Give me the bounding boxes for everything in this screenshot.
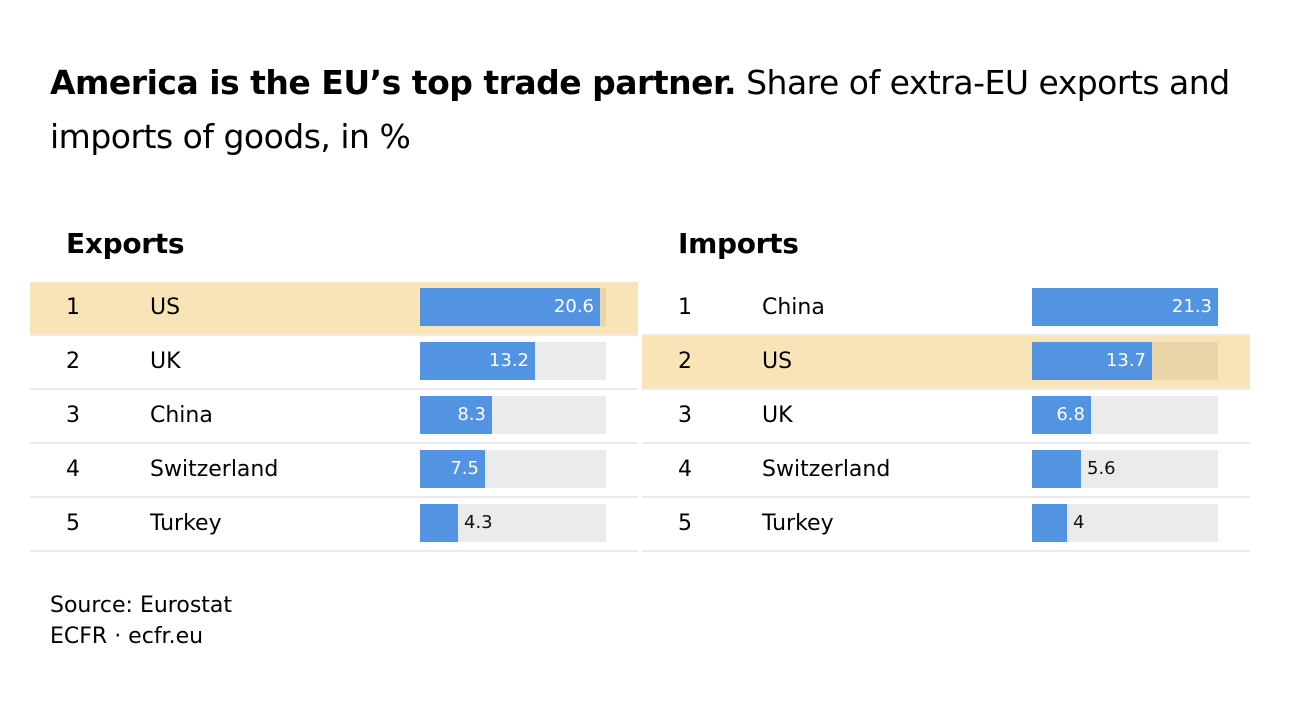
table-row: 5 Turkey 4 <box>642 498 1250 552</box>
rank: 4 <box>678 457 692 482</box>
table-row: 3 UK 6.8 <box>642 390 1250 444</box>
country-name: US <box>150 295 181 320</box>
imports-table: 1 China 21.3 2 US 13.7 3 UK 6.8 4 Switzerland 5.6 5 T… <box>642 282 1250 552</box>
bar-track: 13.2 <box>420 342 606 380</box>
value-bar <box>420 342 535 380</box>
value-bar <box>1032 396 1091 434</box>
value-bar <box>1032 288 1218 326</box>
country-name: China <box>762 295 825 320</box>
value-bar <box>1032 450 1081 488</box>
country-name: Turkey <box>762 511 834 536</box>
table-row: 5 Turkey 4.3 <box>30 498 638 552</box>
country-name: Switzerland <box>150 457 279 482</box>
rank: 1 <box>678 295 692 320</box>
value-label: 13.2 <box>488 350 529 371</box>
exports-panel: Exports 1 US 20.6 2 UK 13.2 3 China 8.3 4 Switzerl… <box>30 222 638 552</box>
rank: 3 <box>678 403 692 428</box>
credit-note: ECFR · ecfr.eu <box>50 624 204 649</box>
bar-track: 5.6 <box>1032 450 1218 488</box>
rank: 5 <box>66 511 80 536</box>
value-bar <box>1032 342 1152 380</box>
source-note: Source: Eurostat <box>50 593 233 618</box>
country-name: UK <box>150 349 181 374</box>
rank: 1 <box>66 295 80 320</box>
bar-track: 4 <box>1032 504 1218 542</box>
value-bar <box>420 288 600 326</box>
exports-table: 1 US 20.6 2 UK 13.2 3 China 8.3 4 Switzerland 7.5 5 T… <box>30 282 638 552</box>
country-name: Turkey <box>150 511 222 536</box>
table-row: 1 US 20.6 <box>30 282 638 336</box>
value-label: 6.8 <box>1056 404 1085 425</box>
value-label: 7.5 <box>450 458 479 479</box>
rank: 4 <box>66 457 80 482</box>
value-bar <box>420 504 458 542</box>
value-bar <box>420 396 492 434</box>
table-row: 1 China 21.3 <box>642 282 1250 336</box>
value-label: 21.3 <box>1171 296 1212 317</box>
bar-track: 20.6 <box>420 288 606 326</box>
rank: 2 <box>66 349 80 374</box>
title-subtitle: Share of extra-EU exports and imports of… <box>50 63 1230 156</box>
value-label: 20.6 <box>553 296 594 317</box>
value-bar <box>420 450 485 488</box>
table-row: 2 US 13.7 <box>642 336 1250 390</box>
value-label: 4 <box>1073 512 1085 533</box>
value-label: 13.7 <box>1105 350 1146 371</box>
rank: 3 <box>66 403 80 428</box>
imports-heading: Imports <box>678 227 799 260</box>
rank: 2 <box>678 349 692 374</box>
value-label: 5.6 <box>1087 458 1116 479</box>
country-name: UK <box>762 403 793 428</box>
value-label: 8.3 <box>457 404 486 425</box>
country-name: Switzerland <box>762 457 891 482</box>
bar-track: 21.3 <box>1032 288 1218 326</box>
table-row: 4 Switzerland 5.6 <box>642 444 1250 498</box>
bar-track: 13.7 <box>1032 342 1218 380</box>
table-row: 3 China 8.3 <box>30 390 638 444</box>
country-name: US <box>762 349 793 374</box>
imports-panel: Imports 1 China 21.3 2 US 13.7 3 UK 6.8 4 Switzerl… <box>642 222 1250 552</box>
value-label: 4.3 <box>464 512 493 533</box>
bar-track: 8.3 <box>420 396 606 434</box>
footer: Source: Eurostat ECFR · ecfr.eu <box>50 590 232 652</box>
rank: 5 <box>678 511 692 536</box>
table-row: 2 UK 13.2 <box>30 336 638 390</box>
title-bold: America is the EU’s top trade partner. <box>50 63 737 102</box>
country-name: China <box>150 403 213 428</box>
bar-track: 7.5 <box>420 450 606 488</box>
value-bar <box>1032 504 1067 542</box>
bar-track: 6.8 <box>1032 396 1218 434</box>
chart-title: America is the EU’s top trade partner. S… <box>50 56 1250 164</box>
exports-heading: Exports <box>66 227 185 260</box>
table-row: 4 Switzerland 7.5 <box>30 444 638 498</box>
bar-track: 4.3 <box>420 504 606 542</box>
